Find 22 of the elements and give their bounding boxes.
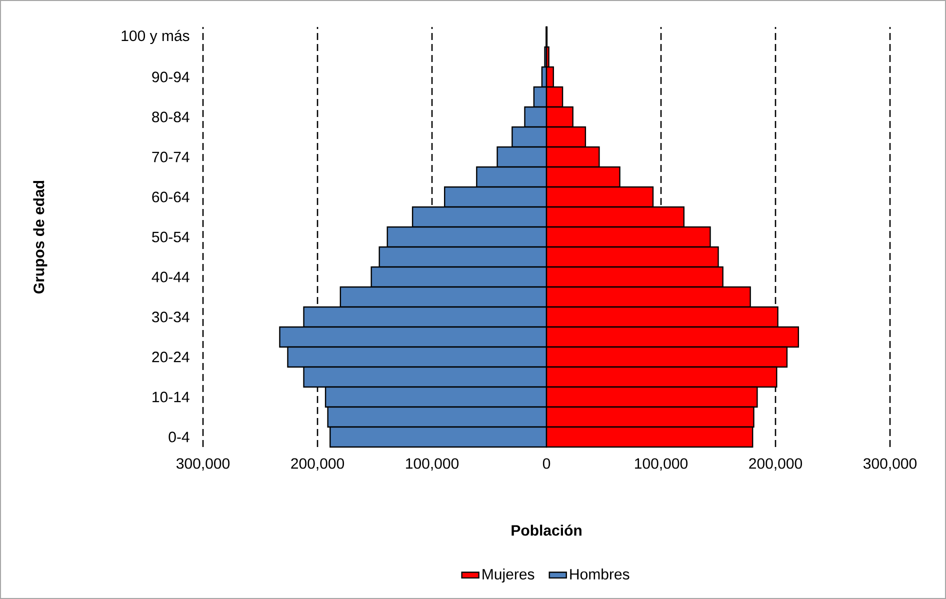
x-tick-label: 100,000 <box>635 458 688 471</box>
y-tick-label: 100 y más <box>122 30 190 44</box>
y-tick-label: 40-44 <box>152 272 190 282</box>
x-axis-title: Población <box>512 524 582 536</box>
x-tick-label: 0 <box>542 458 550 469</box>
y-tick-label: 0-4 <box>168 432 190 442</box>
x-tick-label: 300,000 <box>176 458 230 471</box>
y-tick-label: 90-94 <box>152 72 190 82</box>
y-tick-label: 60-64 <box>152 192 190 202</box>
y-tick-label: 10-14 <box>152 392 190 402</box>
y-tick-label: 30-34 <box>152 312 190 322</box>
y-tick-label: 50-54 <box>152 232 190 242</box>
y-tick-label: 80-84 <box>152 112 190 122</box>
y-tick-label: 70-74 <box>152 152 190 162</box>
legend-label: Mujeres <box>482 568 534 582</box>
legend-label: Hombres <box>570 568 630 580</box>
x-tick-label: 100,000 <box>406 458 459 471</box>
x-tick-label: 200,000 <box>749 458 802 471</box>
y-axis-title: Grupos de edad <box>33 180 48 294</box>
x-tick-label: 300,000 <box>863 458 917 471</box>
x-tick-label: 200,000 <box>291 458 344 471</box>
y-tick-label: 20-24 <box>152 352 190 362</box>
